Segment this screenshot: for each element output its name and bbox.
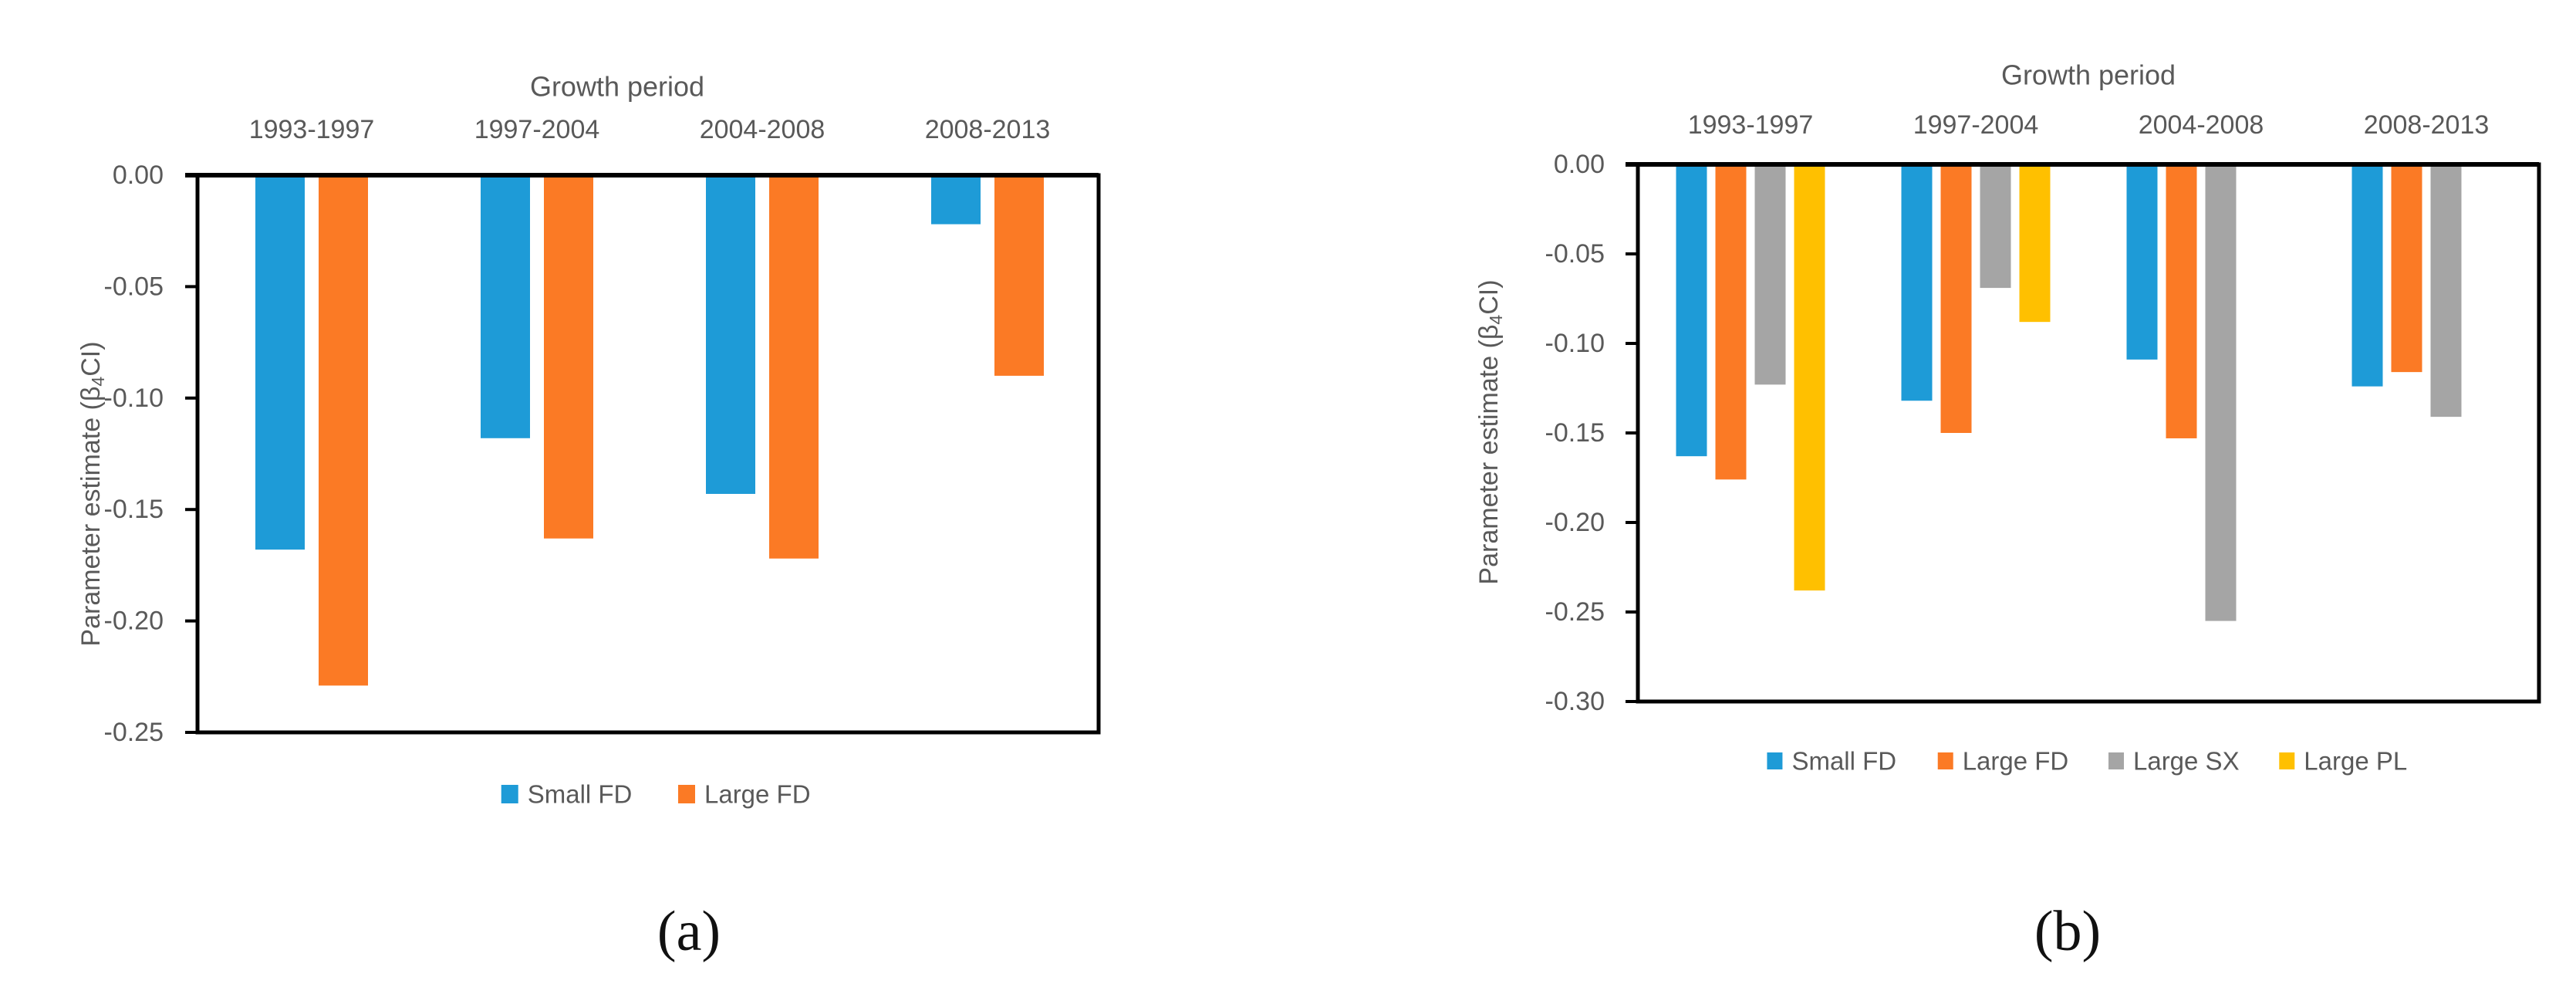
legend-label-large-sx: Large SX xyxy=(2133,747,2240,776)
category-label-2008-2013: 2008-2013 xyxy=(925,115,1051,144)
bar-large-sx-2008-2013 xyxy=(2430,167,2462,418)
y-axis-title: Parameter estimate (β4CI) xyxy=(1474,279,1506,584)
legend-swatch-small-fd xyxy=(501,785,518,803)
legend-swatch-large-pl xyxy=(2279,752,2295,769)
bar-large-fd-1997-2004 xyxy=(1940,167,1972,433)
bar-large-fd-2004-2008 xyxy=(2166,167,2197,438)
bar-large-fd-2004-2008 xyxy=(769,178,819,559)
category-label-1993-1997: 1993-1997 xyxy=(1688,110,1814,140)
bar-large-pl-1993-1997 xyxy=(1794,167,1825,591)
bar-large-sx-1997-2004 xyxy=(1980,167,2011,289)
category-label-2004-2008: 2004-2008 xyxy=(2139,110,2264,140)
chart-b: 0.00 -0.05 -0.10 -0.15 -0.20 -0.25 -0.30 1993-1… xyxy=(1474,59,2541,963)
legend-label-large-pl: Large PL xyxy=(2304,747,2407,776)
y-axis-title: Parameter estimate (β4CI) xyxy=(76,341,108,646)
x-axis-title: Growth period xyxy=(530,71,704,103)
y-tick-label: -0.25 xyxy=(104,718,164,747)
y-tick-label: 0.00 xyxy=(113,161,164,190)
y-tick-label: -0.05 xyxy=(104,272,164,301)
legend-label-small-fd: Small FD xyxy=(1791,747,1896,776)
subfigure-caption-b: (b) xyxy=(2034,900,2101,963)
y-tick-label: -0.15 xyxy=(1545,418,1605,448)
y-tick-label: -0.10 xyxy=(104,384,164,413)
bar-small-fd-1997-2004 xyxy=(481,178,530,438)
bar-small-fd-1993-1997 xyxy=(1676,167,1707,457)
legend-label-small-fd: Small FD xyxy=(528,780,633,809)
bar-large-sx-1993-1997 xyxy=(1754,167,1786,385)
category-label-2004-2008: 2004-2008 xyxy=(700,115,825,144)
category-label-1997-2004: 1997-2004 xyxy=(474,115,600,144)
bar-small-fd-1997-2004 xyxy=(1901,167,1933,401)
bar-large-fd-2008-2013 xyxy=(994,178,1044,376)
legend: Small FD Large FD xyxy=(501,780,811,809)
bar-small-fd-2004-2008 xyxy=(2126,167,2158,360)
legend-label-large-fd: Large FD xyxy=(1963,747,2069,776)
y-tick-label: -0.25 xyxy=(1545,597,1605,627)
bar-large-fd-2008-2013 xyxy=(2391,167,2422,373)
y-tick-label: -0.20 xyxy=(104,607,164,636)
legend-swatch-small-fd xyxy=(1767,752,1783,769)
legend: Small FD Large FD Large SX Large PL xyxy=(1767,747,2407,776)
legend-swatch-large-fd xyxy=(678,785,695,803)
x-axis-title: Growth period xyxy=(2001,59,2176,91)
bar-small-fd-2004-2008 xyxy=(706,178,755,494)
legend-swatch-large-sx xyxy=(2108,752,2124,769)
y-tick-label: -0.05 xyxy=(1545,239,1605,269)
y-tick-label: -0.10 xyxy=(1545,329,1605,358)
chart-a: 0.00 -0.05 -0.10 -0.15 -0.20 -0.25 1993-1997 19… xyxy=(76,71,1101,963)
legend-swatch-large-fd xyxy=(1937,752,1953,769)
bar-large-pl-1997-2004 xyxy=(2019,167,2051,323)
y-tick-label: -0.30 xyxy=(1545,687,1605,716)
bar-small-fd-1993-1997 xyxy=(255,178,305,550)
bar-large-fd-1993-1997 xyxy=(319,178,368,686)
y-tick-label: -0.20 xyxy=(1545,508,1605,537)
category-label-2008-2013: 2008-2013 xyxy=(2364,110,2490,140)
bar-large-fd-1997-2004 xyxy=(544,178,593,539)
y-tick-label: 0.00 xyxy=(1554,150,1605,179)
category-label-1997-2004: 1997-2004 xyxy=(1913,110,2039,140)
y-tick-label: -0.15 xyxy=(104,495,164,524)
bar-small-fd-2008-2013 xyxy=(931,178,981,225)
category-label-1993-1997: 1993-1997 xyxy=(249,115,375,144)
bar-small-fd-2008-2013 xyxy=(2351,167,2383,387)
subfigure-caption-a: (a) xyxy=(657,900,721,963)
bar-large-fd-1993-1997 xyxy=(1715,167,1747,480)
bar-large-sx-2004-2008 xyxy=(2205,167,2237,621)
legend-label-large-fd: Large FD xyxy=(704,780,811,809)
